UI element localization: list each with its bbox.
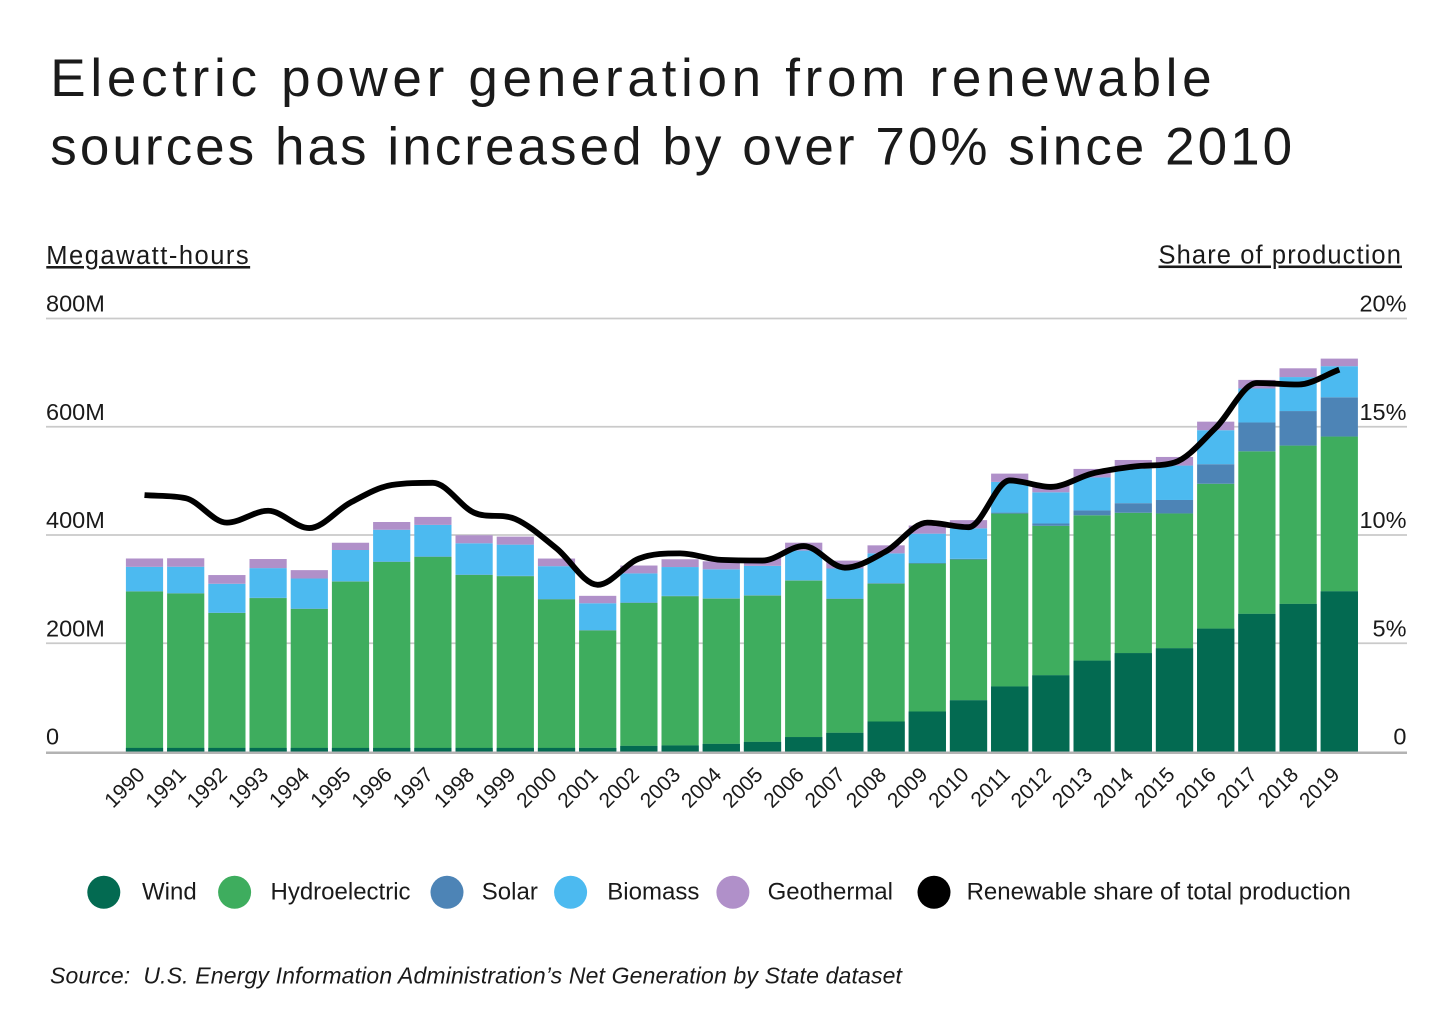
svg-text:Wind: Wind: [142, 879, 197, 906]
svg-text:400M: 400M: [46, 507, 105, 533]
svg-text:Renewable share of total produ: Renewable share of total production: [967, 879, 1351, 906]
svg-text:Hydroelectric: Hydroelectric: [271, 879, 411, 906]
svg-text:200M: 200M: [46, 615, 105, 641]
svg-text:Geothermal: Geothermal: [768, 879, 893, 906]
svg-text:15%: 15%: [1359, 399, 1406, 425]
svg-text:10%: 10%: [1359, 507, 1406, 533]
svg-text:0: 0: [46, 724, 59, 750]
svg-text:Biomass: Biomass: [607, 879, 699, 906]
svg-text:Share of production: Share of production: [1159, 242, 1402, 270]
svg-text:800M: 800M: [46, 291, 105, 317]
svg-text:sources has increased by over: sources has increased by over 70% since …: [50, 117, 1295, 176]
svg-text:Solar: Solar: [482, 879, 538, 906]
svg-text:600M: 600M: [46, 399, 105, 425]
svg-text:Electric power generation from: Electric power generation from renewable: [50, 49, 1216, 108]
svg-text:5%: 5%: [1373, 615, 1407, 641]
svg-text:Megawatt-hours: Megawatt-hours: [46, 242, 250, 270]
svg-text:0: 0: [1393, 724, 1406, 750]
svg-text:Source: U.S. Energy Informati: Source: U.S. Energy Information Administ…: [50, 963, 904, 989]
svg-text:20%: 20%: [1359, 291, 1406, 317]
